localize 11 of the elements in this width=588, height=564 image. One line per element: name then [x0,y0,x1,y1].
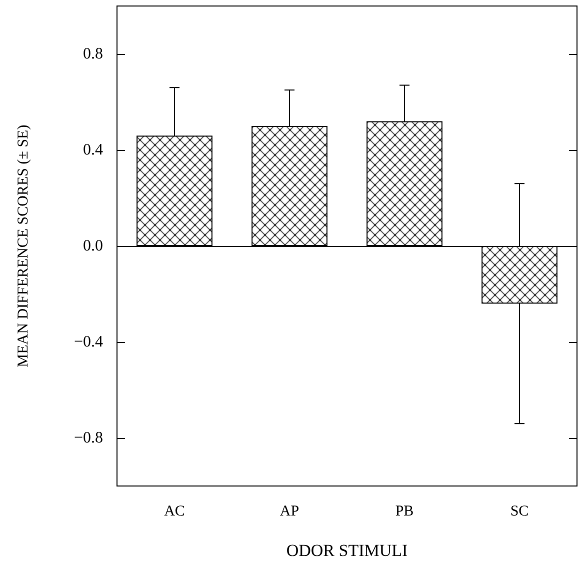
y-tick-label: 0.0 [83,238,103,254]
y-tick-label: −0.4 [74,334,103,350]
y-axis-title: MEAN DIFFERENCE SCORES (± SE) [16,124,32,368]
y-tick-label: 0.8 [83,46,103,62]
x-tick-label: AP [280,504,300,520]
y-tick-label: 0.4 [83,142,103,158]
y-tick-label: −0.8 [74,430,103,446]
x-axis-title: ODOR STIMULI [286,541,408,560]
x-tick-label: SC [510,504,529,520]
x-tick-label: AC [164,504,185,520]
x-tick-label: PB [395,504,414,520]
